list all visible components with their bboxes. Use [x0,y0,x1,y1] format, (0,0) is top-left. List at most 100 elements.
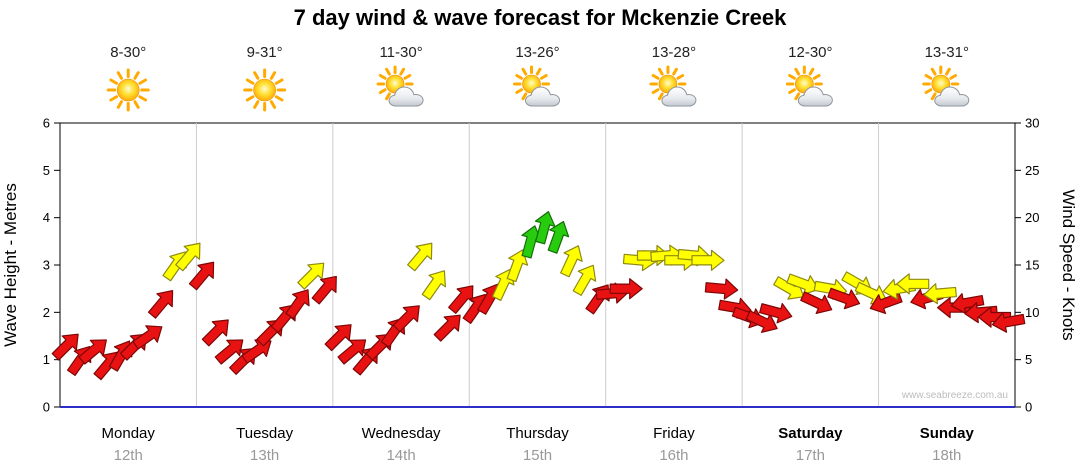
sun-ray [676,74,685,80]
day-name-label: Thursday [506,425,569,442]
left-tick-label: 5 [43,163,50,178]
sun-ray [269,100,277,109]
wind-arrow [896,273,930,295]
wind-arrow [800,291,833,315]
wind-arrow [950,293,985,314]
sun-ray [672,67,678,76]
right-tick-label: 15 [1025,258,1039,273]
generated-chart-content: 0 1 2 3 4 5 6 0 5 10 15 20 25 30 8-30° Monday 12th 9-31° T… [43,44,1040,464]
wind-arrow [311,275,337,305]
cloud-shape [525,86,560,107]
day-date-label: 14th [386,447,415,464]
wind-arrow [132,325,163,350]
sunny-icon [243,68,287,112]
left-tick-label: 0 [43,400,50,415]
sun-ray [515,74,524,80]
sun-ray [133,100,140,109]
day-date-label: 13th [250,447,279,464]
wind-arrow [285,289,310,320]
sun-ray [930,92,937,101]
wind-arrow [704,278,739,300]
wind-arrow [506,249,529,283]
wind-arrow [964,302,998,324]
day-name-label: Sunday [920,425,975,442]
sun-ray [515,88,524,94]
cloud-shape [797,86,833,107]
left-tick-label: 3 [43,258,50,273]
sun-ray [133,71,140,80]
wind-arrow [560,245,583,278]
wind-arrow [51,333,79,361]
sun-ray [274,78,284,85]
sun-ray [109,78,119,85]
wind-arrow [175,242,201,272]
wind-arrow [337,339,367,365]
sun-ray [924,88,933,94]
sun-ray [385,67,391,76]
wind-arrow [547,220,570,254]
day-date-label: 15th [523,447,552,464]
left-tick-label: 2 [43,305,50,320]
sun-ray [378,88,387,94]
sun-ray [794,67,801,76]
sun-ray [812,74,821,80]
cloud-shape [388,86,424,107]
sun-ray [245,78,255,85]
sun-ray [521,67,528,76]
sun-ray [657,92,664,101]
sun-ray [385,92,391,101]
left-tick-label: 1 [43,352,50,367]
sun-cloud-icon [649,65,697,107]
wind-arrow [923,283,957,305]
right-tick-label: 10 [1025,305,1039,320]
wind-arrow [407,242,433,272]
day-date-label: 18th [932,447,961,464]
wind-arrow [188,261,215,291]
sun-cloud-icon [513,65,560,107]
day-name-label: Tuesday [236,425,293,442]
sun-ray [253,71,260,80]
wind-arrow [534,211,556,245]
temp-range-label: 9-31° [247,44,283,61]
day-name-label: Saturday [778,425,843,442]
right-tick-label: 20 [1025,210,1039,225]
wind-arrow [691,249,725,271]
sun-ray [651,88,660,94]
sun-cloud-icon [922,65,970,107]
sun-ray [794,92,801,101]
sun-ray [788,88,796,94]
wind-arrow [827,287,861,310]
wind-arrow [392,305,420,333]
right-tick-label: 0 [1025,400,1032,415]
cloud-shape [661,86,697,107]
wind-arrow [448,285,474,314]
sun-ray [924,74,933,80]
day-date-label: 17th [796,447,825,464]
temp-range-label: 11-30° [379,44,422,61]
sun-ray [945,67,951,76]
wind-arrow [991,311,1026,333]
wind-arrow [572,264,597,296]
sun-ray [253,100,260,109]
sun-disc [253,78,276,102]
sun-ray [949,74,958,80]
day-date-label: 16th [659,447,688,464]
left-axis-title: Wave Height - Metres [1,183,20,347]
sun-ray [245,95,255,102]
day-name-label: Friday [653,425,695,442]
temp-range-label: 13-26° [515,44,559,61]
sun-ray [657,67,664,76]
sun-ray [535,67,542,76]
right-tick-label: 5 [1025,352,1032,367]
sun-ray [378,74,387,80]
wind-arrow [609,278,643,300]
right-tick-label: 30 [1025,116,1039,131]
sun-disc [116,78,140,102]
wind-arrow [433,314,461,342]
left-tick-label: 6 [43,116,50,131]
sun-ray [116,100,123,109]
wind-arrow [214,339,244,365]
temp-range-label: 13-31° [925,44,969,61]
